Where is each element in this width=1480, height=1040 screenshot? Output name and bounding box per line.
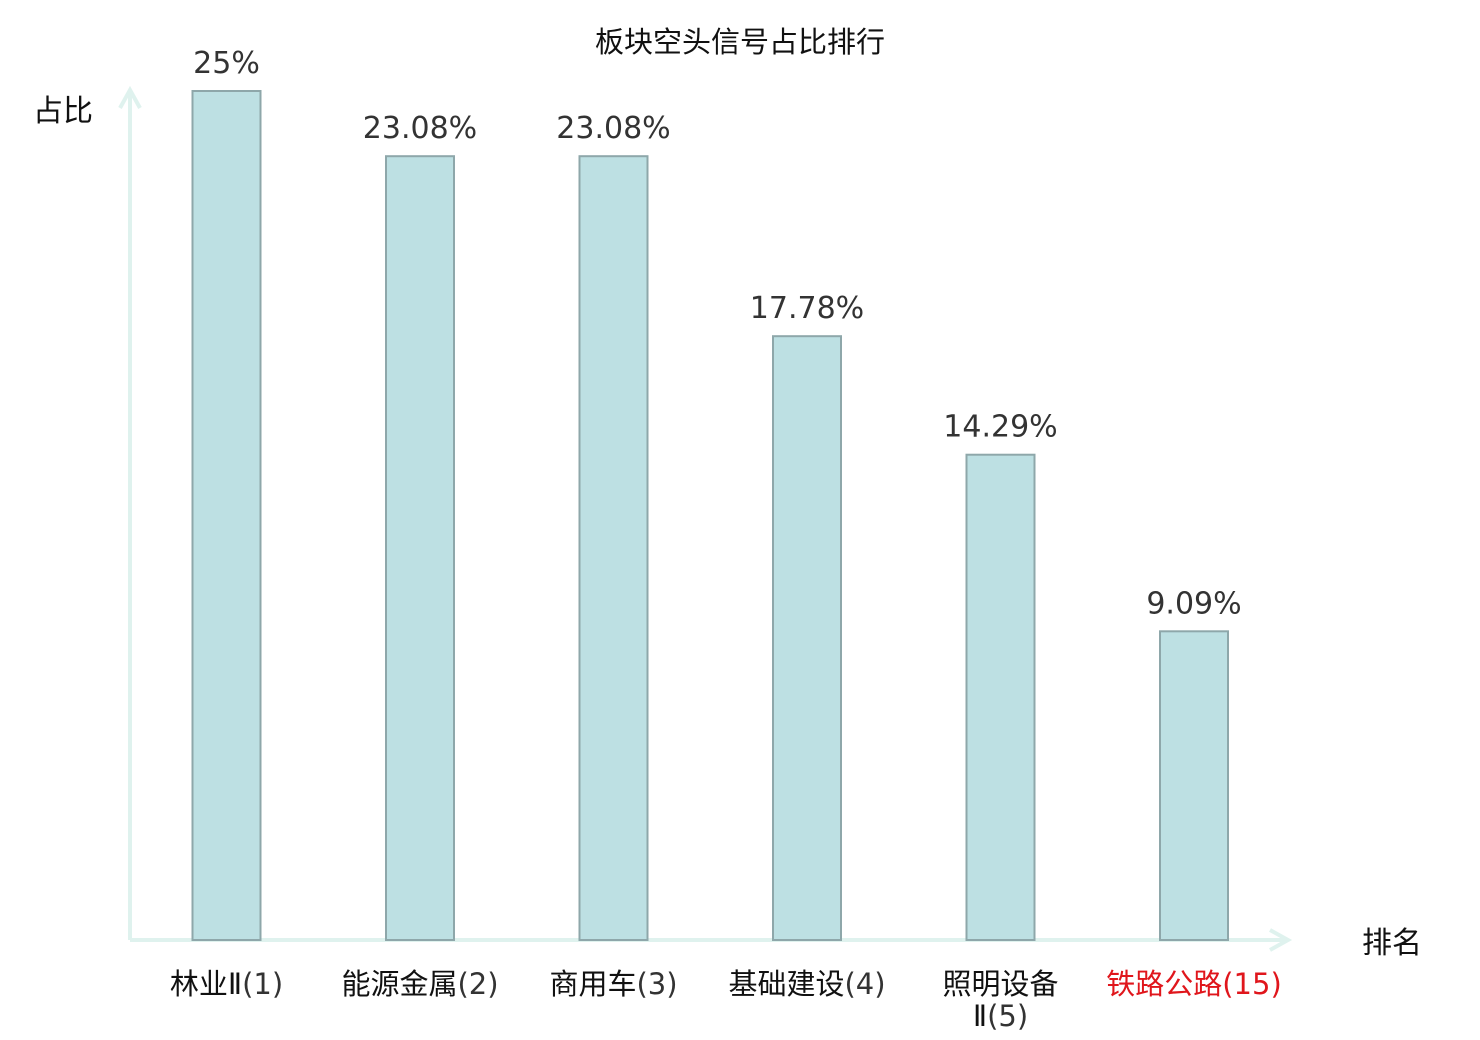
category-labels-layer: 林业Ⅱ(1) 能源金属(2) 商用车(3) 基础建设(4) 照明设备Ⅱ(5)铁路公路(1… [170,967,1282,1033]
bar [1159,630,1229,941]
bar [772,335,842,941]
x-tick-label: 基础建设(4) [728,967,885,1001]
x-axis-arrow-icon [1269,928,1293,952]
y-axis-label: 占比 [33,94,93,129]
x-tick-label: 林业Ⅱ(1) [170,967,283,1001]
x-tick-category-name: 基础建设 [728,967,844,1001]
bar [385,155,455,942]
bar-value-label: 25% [193,46,260,81]
x-tick-rank: (1) [242,967,283,1001]
x-axis-label: 排名 [1362,926,1422,961]
x-tick-label: 能源金属(2) [341,967,498,1001]
x-tick-category-name: 林业Ⅱ [170,967,242,1001]
bar-value-label: 23.08% [363,111,477,146]
x-tick-label: 照明设备 [942,967,1058,1001]
y-axis-arrow-icon [118,85,142,109]
x-tick-label: 铁路公路(15) [1106,967,1282,1001]
bars-layer [191,90,1229,942]
x-tick-category-name: 能源金属 [341,967,457,1001]
x-tick-category-name: 商用车 [549,967,636,1001]
x-tick-label: 商用车(3) [549,967,677,1001]
bar-value-label: 23.08% [556,111,670,146]
x-tick-rank: (15) [1222,967,1282,1001]
x-tick-rank: (5) [987,999,1028,1033]
x-tick-category-name: 铁路公路 [1106,967,1222,1001]
bar [578,155,649,942]
axes [118,85,1293,952]
bar [191,90,262,941]
x-tick-rank: (3) [636,967,677,1001]
bar [965,453,1036,941]
x-tick-rank: (4) [844,967,885,1001]
chart-title: 板块空头信号占比排行 [595,25,885,59]
x-tick-category-name-cont: Ⅱ [973,999,987,1033]
x-tick-category-name: 照明设备 [942,967,1058,1001]
x-tick-label-line2: Ⅱ(5) [973,999,1028,1033]
x-tick-rank: (2) [457,967,498,1001]
bar-value-label: 9.09% [1146,586,1241,621]
bar-value-label: 14.29% [943,410,1057,445]
bar-value-label: 17.78% [750,291,864,326]
value-labels-layer: 25% 23.08% 23.08% 17.78% 14.29% 9.09% [193,46,1242,621]
